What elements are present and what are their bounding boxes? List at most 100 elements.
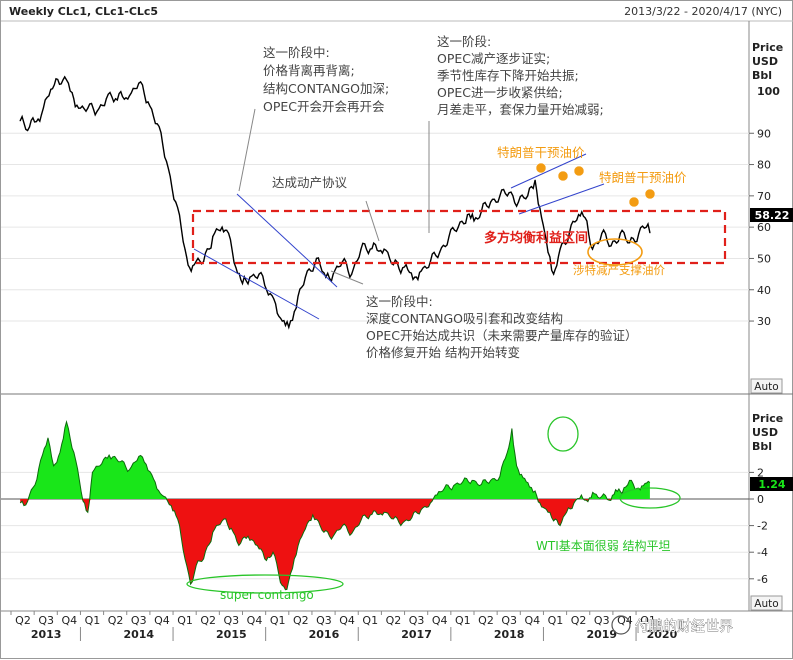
price-point [547,251,549,253]
price-point [50,88,52,90]
price-last-value: 58.22 [755,209,790,222]
price-point [568,232,570,234]
quarter-label: Q1 [455,614,471,627]
price-point [584,217,586,219]
spread-tick-label: -2 [757,520,768,533]
phase3-pointer [330,270,364,285]
price-point [473,220,475,222]
price-point [221,226,223,228]
price-top-tick-label: 100 [757,85,780,98]
price-point [591,248,594,250]
quarter-label: Q2 [108,614,124,627]
trump-marker [557,170,569,182]
price-last-tag [750,208,793,222]
price-point [578,214,580,216]
quarter-label: Q1 [177,614,193,627]
price-point [115,98,117,100]
price-point [235,267,237,269]
price-auto-button[interactable]: Auto [750,378,783,394]
super-contango-label: super contango [220,588,314,602]
price-point [508,192,510,194]
price-point [499,195,501,197]
price-point [96,110,98,112]
price-point [610,245,612,247]
spread-auto-button[interactable]: Auto [750,595,783,611]
price-point [649,232,651,234]
price-point [392,264,394,266]
super-contango-ellipse [186,574,344,594]
price-point [559,248,561,250]
quarter-label: Q4 [339,614,355,627]
quarter-label: Q3 [501,614,517,627]
quarter-label: Q4 [247,614,263,627]
quarter-label: Q1 [640,614,656,627]
price-point [414,276,416,278]
price-point [315,257,318,259]
trump-label-1: 特朗普干预油价 [497,145,585,160]
price-point [175,201,177,203]
cost-band-label: 多方均衡利益区间 [484,230,588,246]
price-axis-title: Price USD Bbl [752,41,783,82]
quarter-label: Q3 [131,614,147,627]
quarter-label: Q3 [409,614,425,627]
quarter-label: Q3 [224,614,240,627]
phase1-channel-upper [236,193,338,288]
quarter-label: Q3 [316,614,332,627]
price-point [288,326,290,328]
cost-band-box [191,209,727,265]
spread-tick-label: 0 [757,493,764,506]
trump-marker [644,188,656,200]
price-tick-label: 50 [757,252,771,265]
price-point [457,226,459,228]
price-point [619,232,621,234]
price-point [128,95,131,97]
quarter-label: Q4 [61,614,77,627]
price-point [638,232,640,234]
price-point [517,201,520,203]
price-point [402,267,404,269]
year-label: 2018 [494,628,525,641]
quarter-label: Q4 [617,614,633,627]
price-point [628,242,631,244]
quarter-label: Q2 [15,614,31,627]
price-point [420,270,422,272]
quarter-label: Q2 [386,614,402,627]
production-deal-label: 达成动产协议 [272,175,348,190]
quarter-label: Q4 [154,614,170,627]
price-point [78,107,80,109]
price-point [534,179,536,181]
phase2-channel-lower [518,183,605,215]
phase2-annotation: 这一阶段: OPEC减产逐步证实;季节性库存下降开始共振; OPEC进一步收紧供给;… [437,34,604,117]
price-point [241,282,244,285]
price-tick-label: 30 [757,315,771,328]
quarter-label: Q4 [432,614,448,627]
price-point [332,273,334,275]
spread-negative-area [20,499,650,590]
year-label: 2013 [31,628,62,641]
price-point [490,201,492,203]
spread-axis-title: Price USD Bbl [752,412,783,453]
price-point [448,235,450,238]
phase3-annotation: 这一阶段中:深度CONTANGO吸引套和改变结构 OPEC开始达成共识（未来需要产… [366,294,638,360]
spread-tick-label: -4 [757,546,768,559]
trump-label-2: 特朗普干预油价 [599,170,687,185]
phase1-pointer [238,108,256,192]
year-label: 2016 [309,628,340,641]
price-point [383,248,385,250]
trump-marker [628,196,640,208]
price-point [87,107,89,109]
spread-last-tag [750,477,793,491]
quarter-label: Q1 [548,614,564,627]
quarter-label: Q1 [362,614,378,627]
quarter-label: Q1 [270,614,286,627]
quarter-label: Q2 [293,614,309,627]
price-point [281,320,283,322]
year-label: 2015 [216,628,247,641]
spread-positive-area [20,421,650,499]
price-point [147,101,149,103]
price-point [369,248,371,250]
spread-last-value: 1.24 [758,478,785,491]
date-range: 2013/3/22 - 2020/4/17 (NYC) [624,5,782,18]
price-point [527,195,529,197]
